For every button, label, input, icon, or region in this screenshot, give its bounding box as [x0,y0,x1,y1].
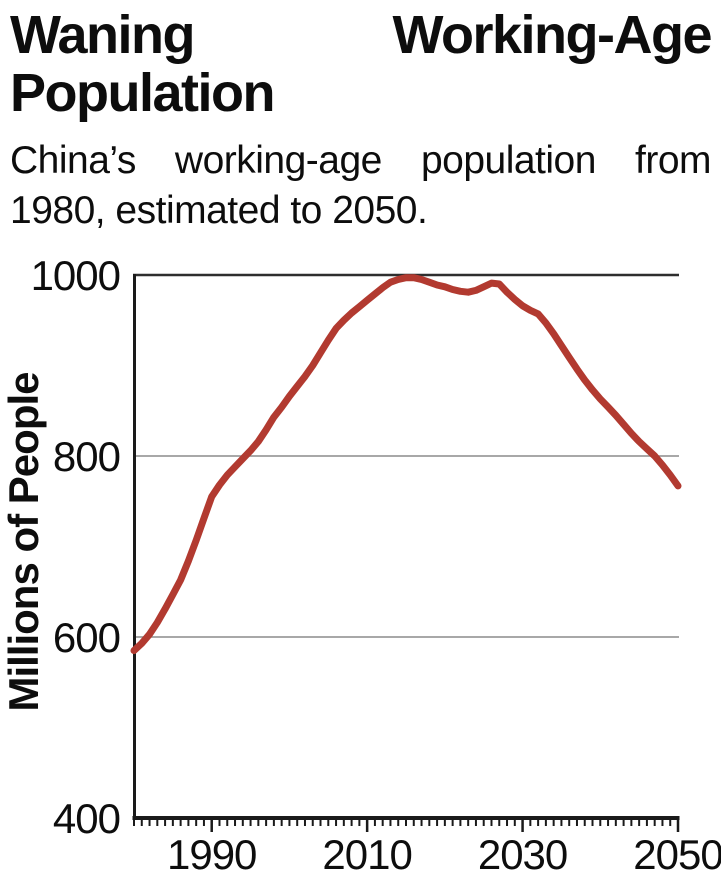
x-tick-label: 2030 [478,831,567,875]
chart-subtitle-word-4: from [635,139,712,182]
chart-subtitle-line1: China’s working-age population from [10,136,712,186]
chart-title-word-1: Waning [10,5,195,65]
chart-subtitle-word-1: China’s [10,139,136,182]
chart-subtitle-line2: 1980, estimated to 2050. [10,189,428,232]
chart-subtitle: China’s working-age population from 1980… [10,136,712,236]
x-tick-label: 2050 [633,831,721,875]
x-tick-label: 2010 [322,831,411,875]
y-tick-label: 600 [53,614,120,661]
population-line [130,274,682,655]
chart-title-word-2: Working-Age [392,5,713,65]
y-tick-label: 800 [53,433,120,480]
y-tick-label: 1000 [31,252,120,299]
chart-title-line1: Waning Working-Age [10,5,713,65]
chart-subtitle-word-3: population [420,139,597,182]
chart-title: Waning Working-Age Population [10,5,713,123]
chart-header: Waning Working-Age Population China’s wo… [10,5,713,236]
x-tick-label: 1990 [167,831,256,875]
chart-subtitle-word-2: working-age [174,139,382,182]
chart-title-line2: Population [10,63,275,123]
y-tick-label: 400 [53,795,120,842]
